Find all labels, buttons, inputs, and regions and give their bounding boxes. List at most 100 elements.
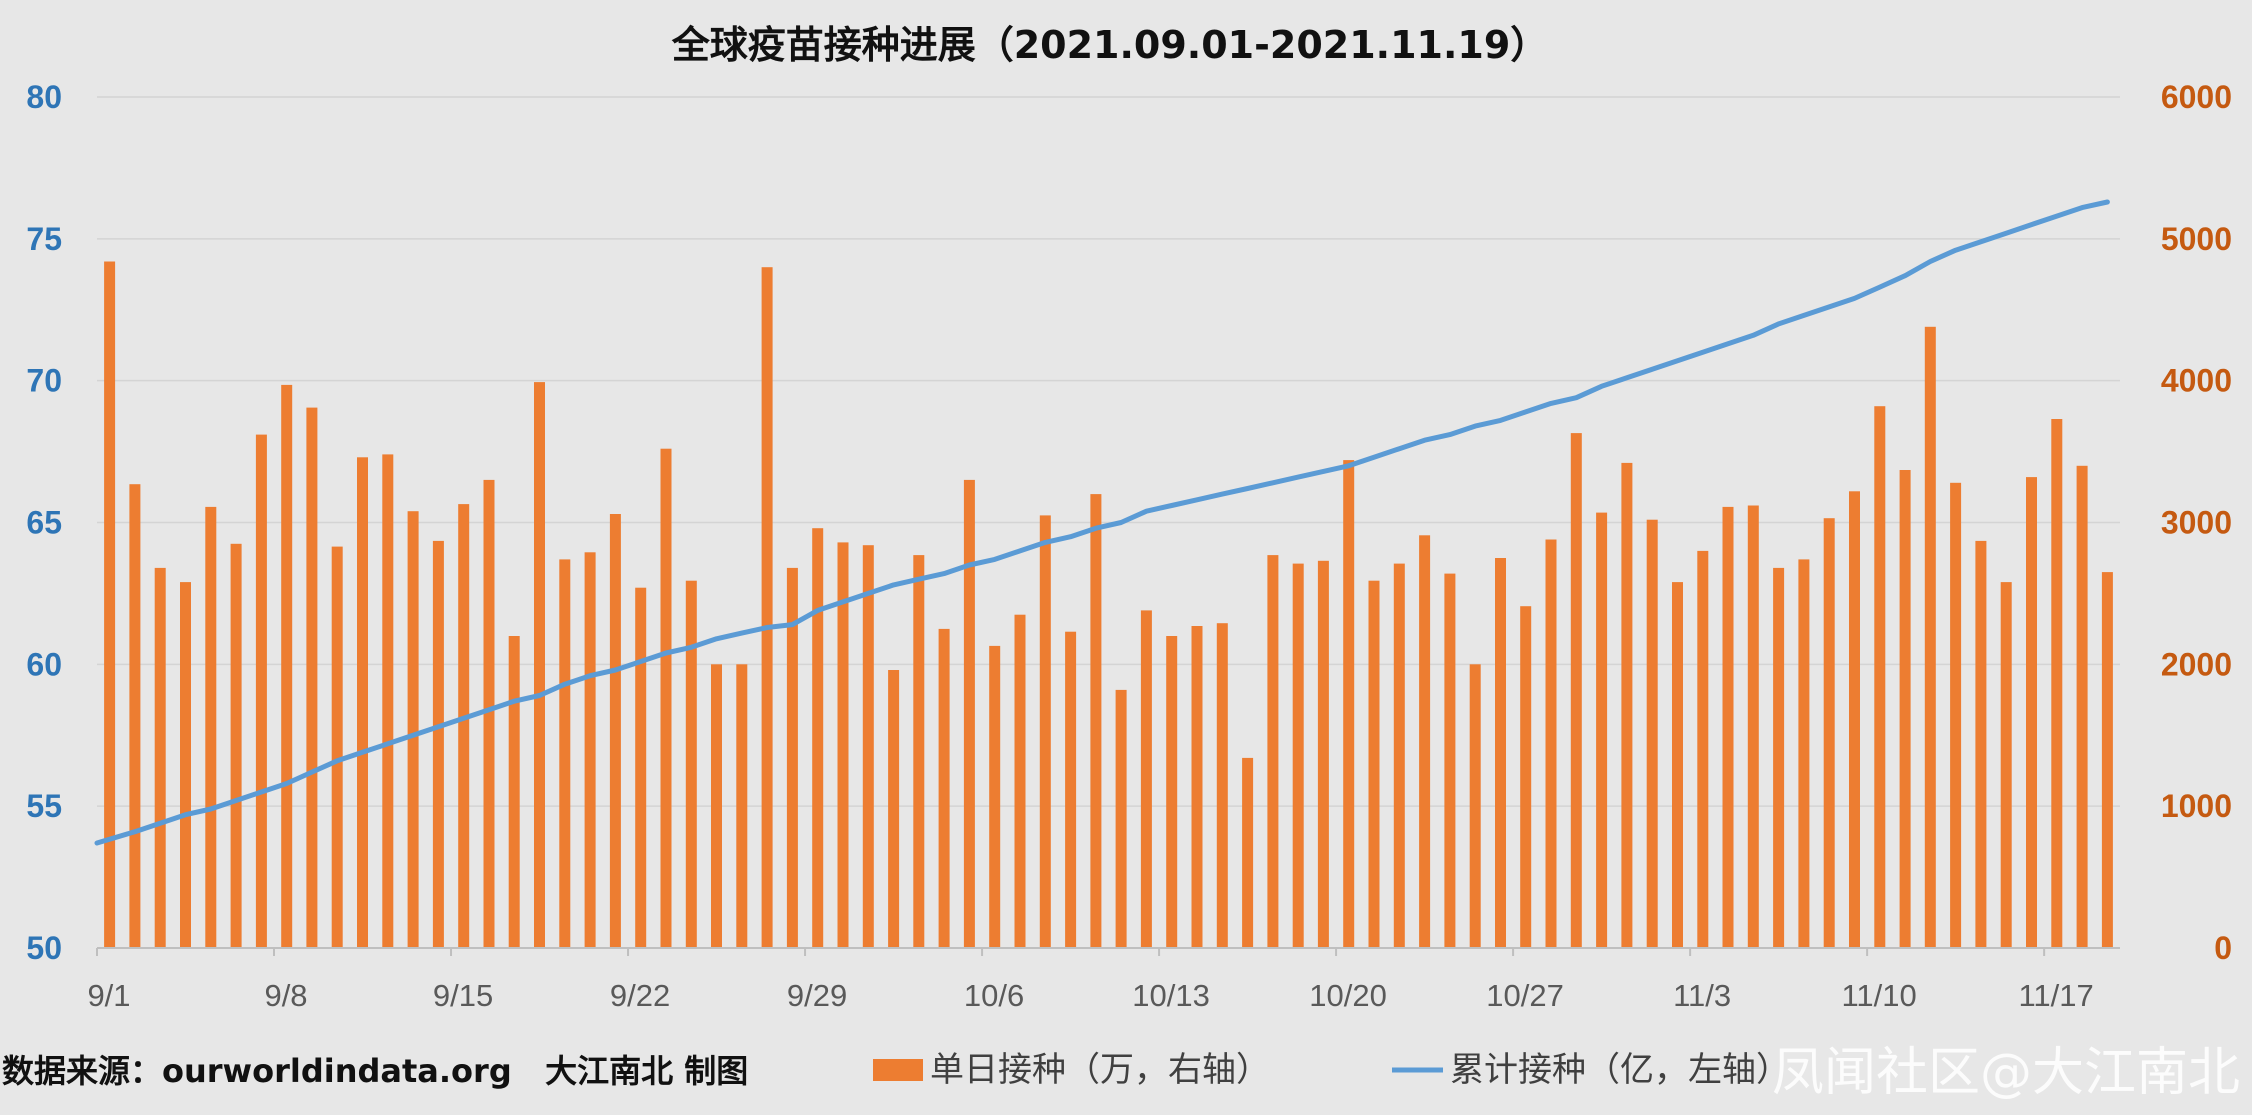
bar [1343,460,1355,948]
right-tick-label: 2000 [2161,646,2232,682]
bar [534,382,545,949]
bar [812,528,824,948]
bar [1469,664,1481,948]
bar [508,636,520,948]
bar [1823,518,1835,948]
bar [786,567,798,948]
bar [180,582,191,948]
bar [1975,540,1987,948]
x-tick-label: 9/1 [87,978,130,1013]
bar [1140,610,1152,948]
x-tick-label: 10/6 [964,978,1024,1013]
legend: 单日接种（万，右轴） 累计接种（亿，左轴） [873,1050,1790,1090]
right-tick-label: 6000 [2161,79,2232,115]
bar [1722,506,1734,948]
bar [1545,539,1557,948]
bar [559,559,571,948]
bar [2026,477,2037,948]
bar [736,664,748,948]
left-axis-ticks: 80 75 70 65 60 55 50 [26,79,62,966]
bar [1495,558,1506,948]
x-tick-label: 10/13 [1132,978,1210,1013]
bar [711,664,722,948]
bar [331,546,343,948]
bar [1697,550,1709,948]
bar [281,384,293,948]
bar [1849,491,1860,948]
source-text: 数据来源：ourworldindata.org 大江南北 制图 [2,1052,748,1090]
bar [1216,623,1228,948]
bar [1621,462,1633,948]
right-tick-label: 4000 [2161,363,2232,399]
bar [255,434,267,949]
x-tick-label: 11/10 [1841,978,1916,1013]
bar [382,454,394,948]
bar [837,542,849,948]
legend-line-label: 累计接种（亿，左轴） [1450,1050,1790,1090]
bar [154,567,166,948]
left-tick-label: 55 [26,788,62,824]
bar [1166,636,1178,948]
bar [584,552,596,948]
bar [2051,419,2063,948]
bar [761,267,773,948]
left-tick-label: 70 [26,363,62,399]
bar [1317,560,1329,948]
bar [458,504,470,948]
x-tick-label: 10/20 [1309,978,1387,1013]
bar [685,580,697,948]
bar [104,261,116,948]
bar [1115,689,1127,948]
bar [1090,494,1102,948]
left-tick-label: 75 [26,221,62,257]
right-tick-label: 0 [2214,930,2232,966]
bar [1039,515,1051,948]
x-tick-label: 11/3 [1673,978,1731,1013]
bar [1065,631,1077,948]
cumulative-line [94,199,2110,846]
bar [660,448,672,948]
line-series [94,199,2110,846]
bar [1419,535,1431,948]
bar-series [104,261,2113,949]
chart-title: 全球疫苗接种进展（2021.09.01-2021.11.19） [671,23,1549,67]
left-tick-label: 80 [26,79,62,115]
bar [1924,326,1936,948]
watermark-text: 凤闻社区@大江南北 [1772,1043,2240,1103]
left-tick-label: 60 [26,646,62,682]
bar [1444,573,1456,948]
bar [1368,580,1380,948]
bar [1874,406,1886,948]
bar [1596,512,1608,948]
left-tick-label: 50 [26,930,62,966]
bar [483,479,495,948]
right-tick-label: 3000 [2161,505,2232,541]
bar [938,628,950,948]
bar [635,587,647,948]
bar [1747,505,1759,948]
legend-bar-label: 单日接种（万，右轴） [930,1050,1270,1090]
x-tick-label: 9/15 [433,978,493,1013]
bar [913,555,925,948]
bar [989,645,1001,948]
bar [230,543,242,948]
right-tick-label: 1000 [2161,788,2232,824]
bar [407,511,419,948]
bar [357,457,368,948]
right-axis-ticks: 6000 5000 4000 3000 2000 1000 0 [2161,79,2232,966]
bar [1798,559,1810,948]
bar [2101,572,2113,948]
x-tick-label: 9/29 [787,978,847,1013]
bar [1899,470,1911,948]
legend-bar-swatch [873,1059,923,1081]
bar [862,545,874,948]
bar [1191,626,1203,948]
bar [1520,606,1532,948]
bar [1014,614,1026,948]
x-tick-label: 11/17 [2018,978,2093,1013]
bar [1646,519,1658,948]
x-axis-ticks: 9/1 9/8 9/15 9/22 9/29 10/6 10/13 10/20 10/27 11/… [87,948,2094,1013]
bar [963,479,975,948]
